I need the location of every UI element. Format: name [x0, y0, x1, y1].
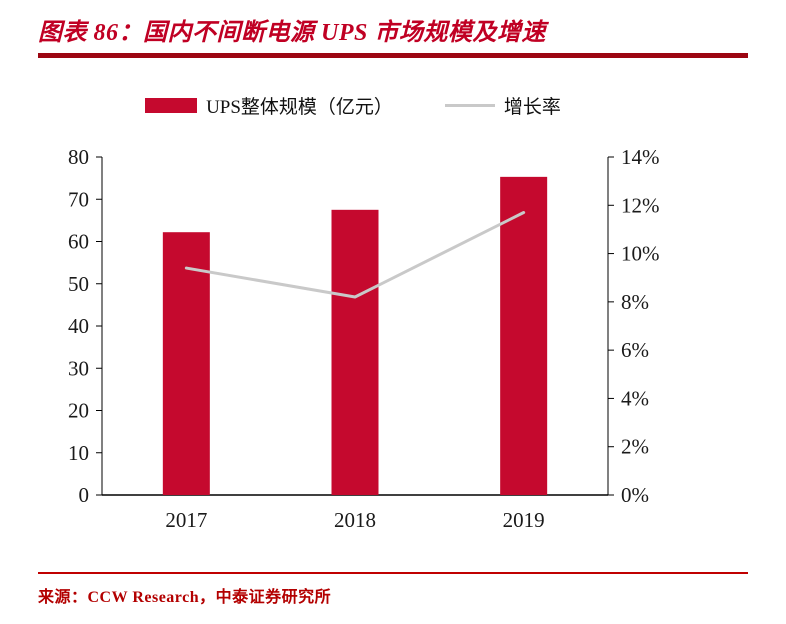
legend-item-bar: UPS整体规模（亿元） [145, 92, 393, 119]
bar-2017 [162, 232, 210, 495]
category-label-2018: 2018 [334, 508, 376, 532]
right-tick-label: 10% [621, 242, 660, 266]
right-tick-label: 0% [621, 483, 649, 507]
right-tick-label: 12% [621, 193, 660, 217]
left-tick-label: 50 [68, 272, 89, 296]
source-note: 来源：CCW Research，中泰证券研究所 [38, 589, 332, 606]
left-tick-label: 80 [68, 145, 89, 169]
chart-legend: UPS整体规模（亿元） 增长率 [38, 92, 748, 119]
bar-series-swatch [145, 98, 198, 113]
left-tick-label: 30 [68, 356, 89, 380]
left-tick-label: 20 [68, 399, 89, 423]
line-series-swatch [444, 104, 495, 107]
legend-item-line: 增长率 [444, 92, 561, 119]
category-label-2019: 2019 [503, 508, 545, 532]
line-series-label: 增长率 [503, 97, 561, 118]
bar-2019 [500, 176, 548, 496]
report-figure: 图表 86：国内不间断电源 UPS 市场规模及增速 UPS整体规模（亿元） 增长… [38, 20, 748, 606]
left-tick-label: 0 [79, 483, 90, 507]
figure-title: 图表 86：国内不间断电源 UPS 市场规模及增速 [38, 20, 546, 46]
bar-2018 [331, 209, 379, 495]
right-tick-label: 6% [621, 338, 649, 362]
bar-series-label: UPS整体规模（亿元） [206, 97, 393, 118]
right-tick-label: 14% [621, 145, 660, 169]
category-label-2017: 2017 [165, 508, 207, 532]
left-tick-label: 10 [68, 441, 89, 465]
right-tick-label: 4% [621, 386, 649, 410]
right-tick-label: 2% [621, 435, 649, 459]
right-tick-label: 8% [621, 290, 649, 314]
left-tick-label: 70 [68, 187, 89, 211]
chart-canvas: 80 70 60 50 40 30 20 10 0 14% 12% 10% 8% 6% 4% 2% 0% 2017… [68, 145, 660, 532]
left-tick-label: 60 [68, 230, 89, 254]
growth-rate-line [184, 211, 526, 299]
left-tick-label: 40 [68, 314, 89, 338]
ups-market-chart: 80 70 60 50 40 30 20 10 0 14% 12% 10% 8% 6% 4% 2% 0% 2017… [38, 143, 748, 548]
footer-rule [38, 572, 748, 574]
title-underline [38, 53, 748, 58]
